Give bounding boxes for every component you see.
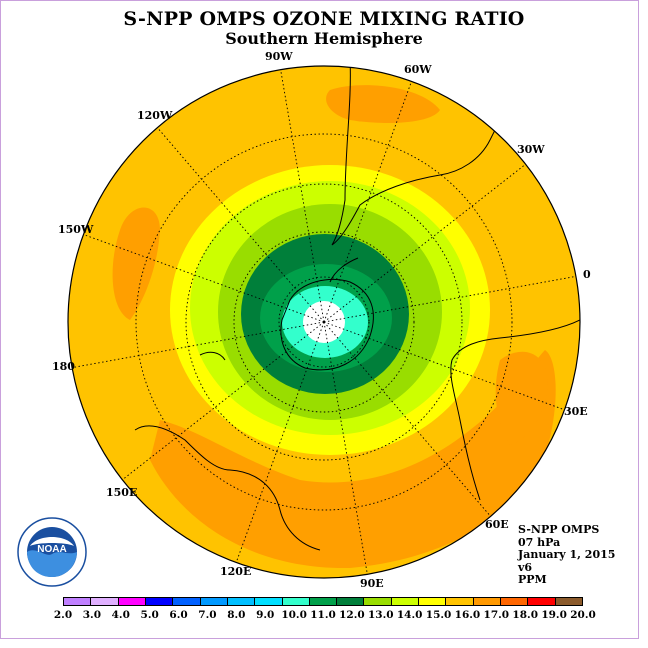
lon-label-90w: 90W — [265, 50, 293, 63]
info-version: v6 — [518, 560, 533, 574]
colorbar-tick-label: 10.0 — [281, 609, 307, 621]
contour-16-17-pacific — [150, 350, 556, 569]
colorbar-tick-label: 15.0 — [425, 609, 452, 621]
lon-label-60e: 60E — [485, 518, 509, 531]
lon-label-120e: 120E — [220, 565, 252, 578]
info-block: S-NPP OMPS 07 hPa January 1, 2015 v6 PPM — [518, 523, 616, 587]
colorbar-tick-label: 13.0 — [367, 609, 394, 621]
colorbar-segment — [91, 598, 119, 605]
colorbar-segment — [446, 598, 474, 605]
colorbar-segment — [555, 598, 582, 605]
meridian-120e — [235, 321, 325, 564]
colorbar-segment — [419, 598, 447, 605]
lon-label-30e: 30E — [564, 405, 588, 418]
coastline-antarctic-peninsula — [329, 257, 359, 283]
colorbar-segment — [227, 598, 256, 605]
colorbar-segment — [200, 598, 228, 605]
coastline-south-america — [331, 66, 521, 246]
info-pressure: 07 hPa — [518, 535, 561, 549]
coastline-africa — [450, 319, 580, 501]
meridian-180 — [69, 321, 325, 369]
colorbar-segment — [64, 598, 92, 605]
lon-label-180: 180 — [52, 360, 75, 373]
lon-label-120w: 120W — [137, 109, 173, 122]
info-instrument: S-NPP OMPS — [518, 523, 600, 536]
noaa-logo: NOAA — [17, 517, 87, 587]
lon-label-90e: 90E — [360, 577, 384, 590]
map-subtitle: Southern Hemisphere — [225, 29, 423, 48]
colorbar-segment — [501, 598, 529, 605]
colorbar — [63, 597, 583, 606]
meridian-90w — [279, 66, 325, 323]
colorbar-tick-label: 16.0 — [454, 609, 481, 621]
colorbar-segment — [118, 598, 146, 605]
colorbar-segment — [364, 598, 392, 605]
colorbar-tick-label: 2.0 — [53, 609, 73, 621]
noaa-logo-text: NOAA — [37, 544, 66, 555]
colorbar-segment — [255, 598, 283, 605]
colorbar-segment — [282, 598, 310, 605]
contour-16-17-east — [495, 351, 548, 445]
latitude-circle-50s — [135, 133, 513, 511]
meridian-0 — [323, 275, 579, 323]
colorbar-tick-label: 18.0 — [512, 609, 539, 621]
colorbar-tick-label: 7.0 — [198, 609, 217, 621]
meridian-60w — [323, 79, 413, 323]
contour-16-17-north — [326, 85, 440, 123]
map-boundary — [67, 65, 581, 579]
meridian-120w — [155, 125, 325, 323]
meridian-30e — [323, 321, 566, 411]
contour-16-17-west — [112, 207, 160, 320]
colorbar-tick-label: 5.0 — [140, 609, 159, 621]
colorbar-segment — [173, 598, 201, 605]
colorbar-tick-label: 17.0 — [483, 609, 510, 621]
colorbar-segment — [145, 598, 174, 605]
colorbar-tick-label: 19.0 — [541, 609, 567, 621]
latitude-circle-60s — [185, 183, 463, 461]
info-units: PPM — [518, 573, 547, 587]
lon-label-150e: 150E — [106, 486, 138, 499]
latitude-circle-80s — [278, 276, 370, 368]
meridian-60e — [323, 321, 493, 519]
colorbar-tick-label: 6.0 — [169, 609, 188, 621]
colorbar-segment — [473, 598, 501, 605]
colorbar-segment — [391, 598, 420, 605]
info-date: January 1, 2015 — [518, 548, 616, 562]
colorbar-tick-label: 12.0 — [339, 609, 365, 621]
coastline-new-zealand — [199, 351, 226, 361]
latitude-circle-70s — [233, 231, 415, 413]
lon-label-0: 0 — [583, 268, 591, 281]
colorbar-tick-label: 14.0 — [396, 609, 423, 621]
lon-label-150w: 150W — [58, 223, 94, 236]
lon-label-30w: 30W — [517, 143, 545, 156]
colorbar-segment — [309, 598, 338, 605]
map-title: S-NPP OMPS OZONE MIXING RATIO — [123, 8, 525, 30]
colorbar-segment — [528, 598, 556, 605]
colorbar-tick-label: 8.0 — [227, 609, 246, 621]
colorbar-segment — [337, 598, 365, 605]
colorbar-tick-label: 20.0 — [570, 609, 596, 621]
colorbar-tick-label: 11.0 — [310, 609, 336, 621]
colorbar-tick-label: 9.0 — [256, 609, 275, 621]
colorbar-tick-label: 4.0 — [111, 609, 130, 621]
colorbar-tick-label: 3.0 — [82, 609, 102, 621]
meridian-90e — [323, 321, 369, 578]
lon-label-60w: 60W — [404, 63, 432, 76]
meridian-150w — [81, 233, 325, 323]
colorbar-ticks: 2.0 3.0 4.0 5.0 6.0 7.0 8.0 9.0 10.0 11.0 12.0 13.0… — [0, 609, 648, 623]
